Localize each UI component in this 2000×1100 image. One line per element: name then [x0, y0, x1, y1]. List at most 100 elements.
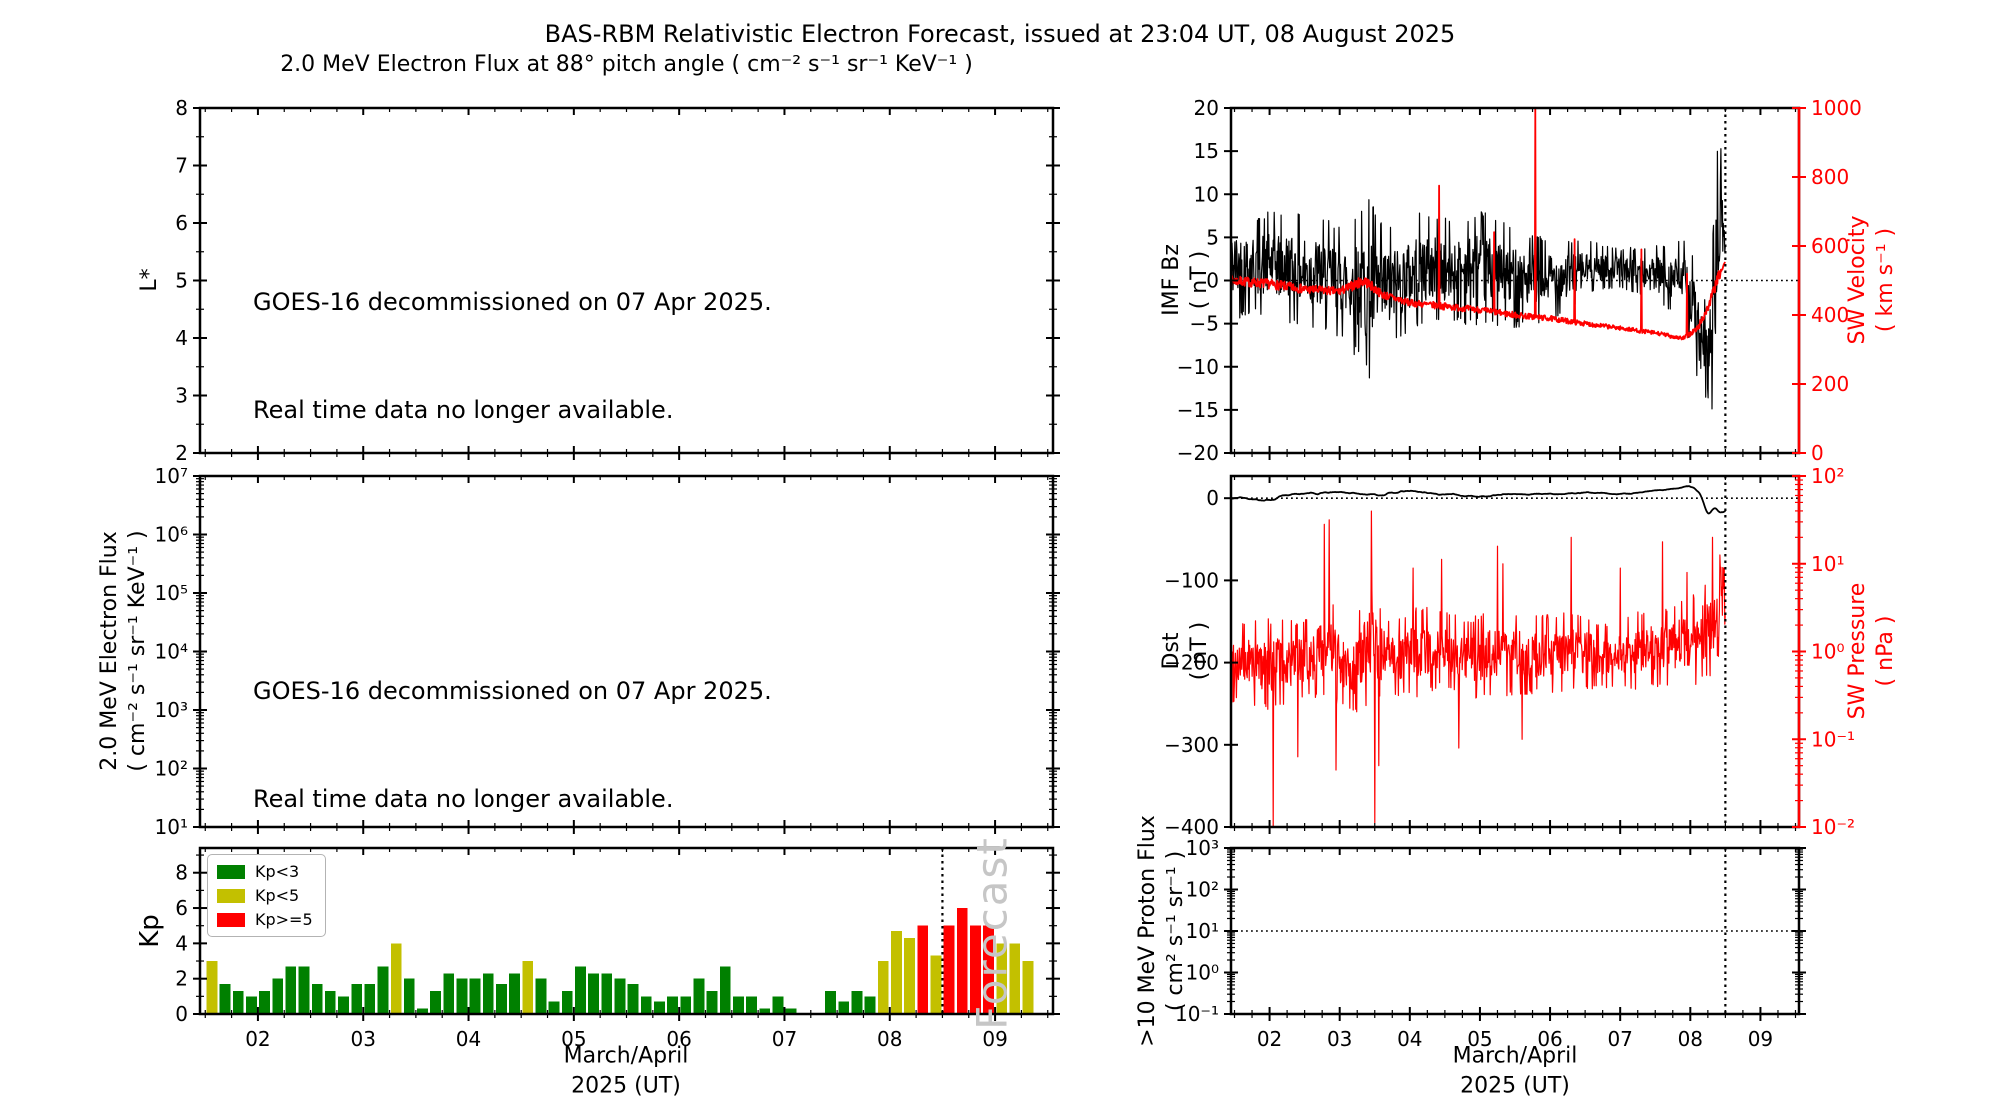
tick-label: 10⁻² — [1811, 815, 1855, 839]
axis-label-line: SW Velocity — [1845, 215, 1870, 345]
tick-label: 03 — [351, 1027, 376, 1051]
tick-label: 1000 — [1811, 96, 1862, 120]
kp-bar — [891, 931, 902, 1014]
tick-label: −300 — [1164, 733, 1219, 757]
kp-bar — [338, 996, 349, 1014]
axis-label-line: Dst — [1159, 632, 1184, 670]
lstar-axis-label: L* — [137, 268, 162, 292]
kp-bar — [561, 991, 573, 1014]
tick-label: −5 — [1190, 312, 1219, 336]
tick-label: 09 — [982, 1027, 1007, 1051]
tick-label: 06 — [1537, 1027, 1562, 1051]
kp-bar — [522, 961, 534, 1014]
tick-label: 10⁷ — [155, 464, 188, 488]
kp-bar — [417, 1008, 428, 1014]
axis-label-line: ( nPa ) — [1873, 615, 1898, 687]
kp-bar — [930, 955, 942, 1014]
kp-bar — [1009, 943, 1021, 1014]
tick-label: −100 — [1164, 568, 1219, 592]
panel-dst_pressure: 0 −100 −200 −300 −400 10² 10¹ 10⁰ 10⁻¹ 10⁻² — [1164, 464, 1855, 839]
tick-label: 10² — [155, 757, 188, 781]
kp-bar — [1022, 961, 1034, 1014]
tick-label: 10⁴ — [155, 640, 188, 664]
tick-label: 0 — [1811, 441, 1824, 465]
kp-bar — [311, 984, 323, 1014]
proton-xaxis-label-line1: March/April — [1452, 1043, 1578, 1069]
tick-label: 05 — [1467, 1027, 1492, 1051]
kp-xaxis-label-line2: 2025 (UT) — [571, 1073, 681, 1099]
tick-label: 0 — [1206, 269, 1219, 293]
series-dst — [1230, 485, 1726, 515]
axis-label-line: ( cm² s⁻¹ sr⁻¹ ) — [1163, 850, 1188, 1012]
axis-label-line: 2.0 MeV Electron Flux — [97, 531, 122, 771]
axis-label-line: ( cm⁻² s⁻¹ sr⁻¹ KeV⁻¹ ) — [125, 530, 150, 772]
forecast-watermark: Forecast — [967, 836, 1017, 1030]
kp-bar — [272, 978, 284, 1014]
message-line: Real time data no longer available. — [253, 785, 674, 813]
kp-bar — [351, 984, 363, 1014]
panel-electron_flux: 10⁷ 10⁶ 10⁵ 10⁴ 10³ 10² 10¹ — [155, 464, 1060, 839]
kp-legend: Kp<3 Kp<5 Kp>=5 — [207, 854, 326, 937]
kp-bar — [482, 973, 494, 1014]
kp-bar — [246, 996, 257, 1014]
tick-label: 8 — [175, 861, 188, 885]
tick-label: 03 — [1327, 1027, 1352, 1051]
kp-bar — [983, 925, 994, 1014]
kp-bar — [759, 1008, 771, 1014]
kp-bar — [654, 1001, 665, 1014]
kp-bar — [667, 996, 678, 1014]
tick-label: 6 — [175, 211, 188, 235]
kp-bar — [719, 966, 731, 1014]
kp-bar — [746, 996, 757, 1014]
tick-label: 10² — [1811, 464, 1844, 488]
kp-bar — [680, 996, 692, 1014]
kp-bar — [548, 1001, 560, 1014]
kp-bar — [627, 984, 639, 1014]
sw-velocity-axis-label: SW Velocity ( km s⁻¹ ) — [1844, 215, 1900, 344]
tick-label: 10⁵ — [155, 581, 188, 605]
electron-panel-title: 2.0 MeV Electron Flux at 88° pitch angle… — [280, 52, 973, 77]
kp-bar — [825, 991, 836, 1014]
figure-title: BAS-RBM Relativistic Electron Forecast, … — [544, 20, 1456, 48]
tick-label: 10 — [1194, 182, 1219, 206]
kp-bar — [206, 961, 218, 1014]
tick-label: 600 — [1811, 234, 1849, 258]
kp-bar — [324, 991, 336, 1014]
tick-label: 2 — [175, 441, 188, 465]
message-line: Real time data no longer available. — [253, 396, 674, 424]
kp-bar — [904, 938, 915, 1014]
kp-bar — [851, 991, 863, 1014]
kp-bar — [996, 943, 1008, 1014]
kp-bar — [956, 908, 968, 1014]
tick-label: 10⁰ — [1186, 961, 1219, 985]
kp-bar — [469, 978, 481, 1014]
kp-bar — [509, 973, 520, 1014]
kp-bar — [496, 984, 507, 1014]
series-sw_pressure — [1230, 510, 1726, 828]
tick-label: 10¹ — [155, 815, 188, 839]
message-line: GOES-16 decommissioned on 07 Apr 2025. — [253, 288, 772, 316]
tick-label: 0 — [175, 1002, 188, 1026]
axis-label-line: >10 MeV Proton Flux — [1135, 815, 1160, 1047]
legend-swatch-green — [217, 864, 245, 879]
tick-label: 04 — [1397, 1027, 1422, 1051]
legend-swatch-yellow — [217, 888, 245, 903]
tick-label: 10⁻¹ — [1175, 1002, 1219, 1026]
axis-label-line: IMF Bz — [1159, 244, 1184, 316]
kp-axis-label: Kp — [135, 914, 165, 948]
tick-label: 06 — [666, 1027, 691, 1051]
kp-bar — [259, 991, 270, 1014]
tick-label: 4 — [175, 326, 188, 350]
legend-label: Kp>=5 — [255, 910, 313, 929]
series-imf_bz — [1230, 148, 1726, 410]
tick-label: 10² — [1186, 878, 1219, 902]
tick-label: 6 — [175, 896, 188, 920]
tick-label: 800 — [1811, 165, 1849, 189]
tick-label: 08 — [1678, 1027, 1703, 1051]
panel-imf_sw: 20 15 10 5 0 −5 −10 −15 −20 1000 800 600 400 200 0 — [1177, 96, 1862, 465]
tick-label: 07 — [772, 1027, 797, 1051]
kp-bar — [970, 925, 981, 1014]
kp-bar — [588, 973, 599, 1014]
